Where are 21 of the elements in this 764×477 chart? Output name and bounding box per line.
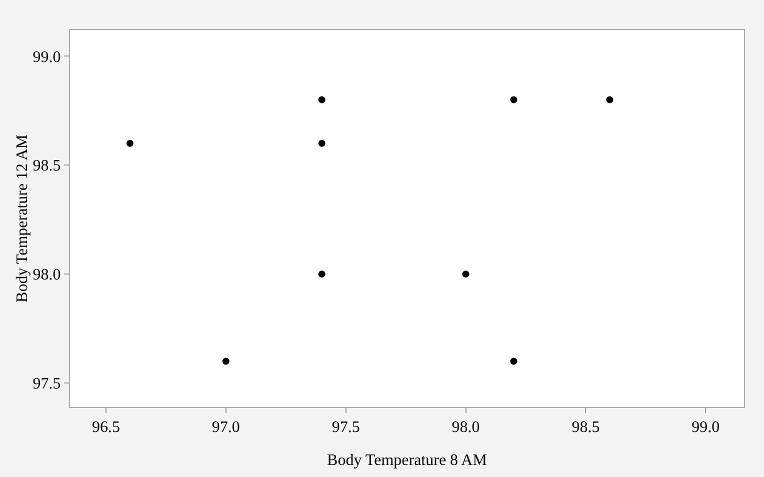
point bbox=[606, 96, 614, 104]
y-tick-label: 97.5 bbox=[32, 376, 61, 393]
x-tick-label: 96.5 bbox=[92, 419, 120, 436]
y-tick-label: 98.0 bbox=[32, 266, 61, 284]
x-tick-label: 99.0 bbox=[692, 419, 720, 436]
point bbox=[318, 270, 326, 278]
y-axis-title: Body Temperature 12 AM bbox=[14, 134, 31, 302]
y-tick-label: 98.5 bbox=[32, 158, 61, 175]
x-tick-label: 98.0 bbox=[452, 419, 480, 436]
point bbox=[510, 358, 518, 365]
point bbox=[126, 140, 134, 147]
point bbox=[318, 96, 326, 104]
x-tick-label: 97.5 bbox=[332, 419, 360, 436]
point bbox=[462, 270, 470, 278]
x-axis-title: Body Temperature 8 AM bbox=[327, 452, 487, 469]
x-tick-label: 97.0 bbox=[212, 419, 240, 436]
point bbox=[318, 140, 326, 147]
y-tick-label: 99.0 bbox=[32, 48, 61, 66]
x-tick-label: 98.5 bbox=[572, 419, 600, 436]
point bbox=[222, 358, 230, 365]
point bbox=[510, 96, 518, 104]
